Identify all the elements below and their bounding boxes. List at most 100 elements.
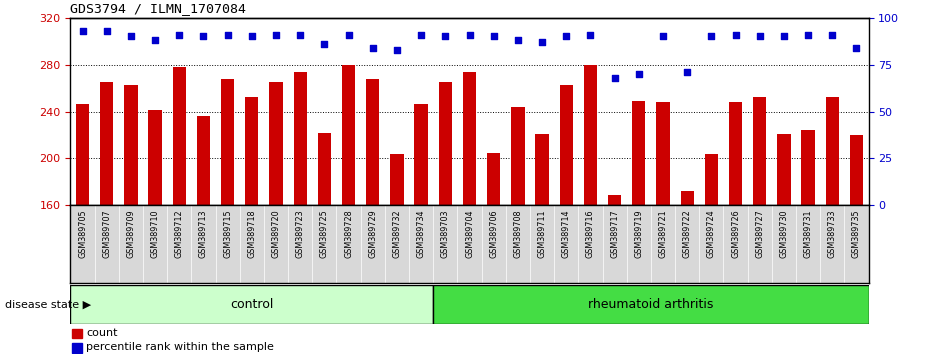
Bar bbox=[197, 116, 210, 205]
Bar bbox=[342, 65, 355, 205]
Point bbox=[511, 38, 526, 43]
Point bbox=[462, 32, 477, 38]
Text: GSM389722: GSM389722 bbox=[683, 209, 692, 258]
Text: GSM389710: GSM389710 bbox=[150, 209, 160, 258]
Bar bbox=[777, 134, 791, 205]
Text: GSM389706: GSM389706 bbox=[489, 209, 499, 258]
Point bbox=[341, 32, 356, 38]
Point bbox=[534, 39, 549, 45]
Bar bbox=[366, 79, 379, 205]
Text: GSM389719: GSM389719 bbox=[635, 209, 643, 258]
Text: GSM389704: GSM389704 bbox=[465, 209, 474, 258]
Text: control: control bbox=[230, 298, 273, 311]
Point bbox=[849, 45, 864, 51]
Text: GSM389707: GSM389707 bbox=[102, 209, 111, 258]
Text: GSM389720: GSM389720 bbox=[271, 209, 281, 258]
Text: rheumatoid arthritis: rheumatoid arthritis bbox=[588, 298, 714, 311]
Text: percentile rank within the sample: percentile rank within the sample bbox=[86, 342, 274, 353]
Bar bbox=[414, 104, 428, 205]
Point bbox=[293, 32, 308, 38]
Point bbox=[438, 34, 453, 39]
Point bbox=[196, 34, 211, 39]
Point bbox=[777, 34, 792, 39]
Bar bbox=[681, 191, 694, 205]
Text: GSM389703: GSM389703 bbox=[440, 209, 450, 258]
Point bbox=[704, 34, 719, 39]
Bar bbox=[535, 134, 548, 205]
Text: GSM389730: GSM389730 bbox=[779, 209, 789, 258]
Point bbox=[559, 34, 574, 39]
Text: count: count bbox=[86, 328, 118, 338]
Bar bbox=[704, 154, 718, 205]
Point bbox=[123, 34, 138, 39]
Bar bbox=[753, 97, 766, 205]
Point bbox=[413, 32, 428, 38]
Bar bbox=[439, 82, 452, 205]
Bar bbox=[148, 110, 162, 205]
Bar bbox=[76, 104, 89, 205]
Text: GSM389724: GSM389724 bbox=[707, 209, 716, 258]
Point bbox=[316, 41, 331, 47]
Bar bbox=[391, 154, 404, 205]
Bar bbox=[72, 329, 83, 338]
Point bbox=[147, 38, 162, 43]
Point bbox=[824, 32, 839, 38]
Bar bbox=[317, 133, 331, 205]
Bar bbox=[584, 65, 597, 205]
Bar bbox=[173, 67, 186, 205]
Text: GSM389714: GSM389714 bbox=[562, 209, 571, 258]
Bar bbox=[560, 85, 573, 205]
Text: GSM389721: GSM389721 bbox=[658, 209, 668, 258]
Point bbox=[583, 32, 598, 38]
Bar bbox=[802, 130, 815, 205]
Bar bbox=[72, 343, 83, 353]
Bar bbox=[100, 82, 114, 205]
Point bbox=[486, 34, 501, 39]
Point bbox=[655, 34, 670, 39]
Text: GSM389726: GSM389726 bbox=[731, 209, 740, 258]
Bar bbox=[511, 107, 525, 205]
Bar bbox=[729, 102, 742, 205]
Text: GSM389723: GSM389723 bbox=[296, 209, 304, 258]
Text: GSM389713: GSM389713 bbox=[199, 209, 208, 258]
Text: GSM389717: GSM389717 bbox=[610, 209, 619, 258]
Point bbox=[752, 34, 767, 39]
Point bbox=[172, 32, 187, 38]
Text: GSM389716: GSM389716 bbox=[586, 209, 595, 258]
Point bbox=[680, 69, 695, 75]
Text: GSM389731: GSM389731 bbox=[804, 209, 812, 258]
Text: GSM389727: GSM389727 bbox=[755, 209, 764, 258]
Bar bbox=[433, 285, 869, 324]
Bar bbox=[124, 85, 137, 205]
Bar bbox=[463, 72, 476, 205]
Bar bbox=[825, 97, 839, 205]
Text: GSM389725: GSM389725 bbox=[320, 209, 329, 258]
Text: GSM389705: GSM389705 bbox=[78, 209, 87, 258]
Point bbox=[269, 32, 284, 38]
Text: GSM389732: GSM389732 bbox=[393, 209, 402, 258]
Point bbox=[801, 32, 816, 38]
Point bbox=[75, 28, 90, 34]
Bar bbox=[221, 79, 235, 205]
Point bbox=[608, 75, 623, 81]
Text: GSM389728: GSM389728 bbox=[344, 209, 353, 258]
Text: GSM389709: GSM389709 bbox=[127, 209, 135, 258]
Text: GDS3794 / ILMN_1707084: GDS3794 / ILMN_1707084 bbox=[70, 2, 246, 15]
Text: GSM389734: GSM389734 bbox=[417, 209, 425, 258]
Bar bbox=[245, 97, 258, 205]
Text: GSM389708: GSM389708 bbox=[514, 209, 522, 258]
Bar bbox=[294, 72, 307, 205]
Text: GSM389711: GSM389711 bbox=[537, 209, 546, 258]
Point bbox=[390, 47, 405, 52]
Point bbox=[365, 45, 380, 51]
Point bbox=[631, 71, 646, 77]
Point bbox=[220, 32, 235, 38]
Text: GSM389729: GSM389729 bbox=[368, 209, 377, 258]
Point bbox=[728, 32, 743, 38]
Text: disease state ▶: disease state ▶ bbox=[5, 299, 91, 309]
Point bbox=[100, 28, 115, 34]
Bar bbox=[632, 101, 645, 205]
Text: GSM389718: GSM389718 bbox=[247, 209, 256, 258]
Bar bbox=[656, 102, 670, 205]
Bar bbox=[70, 285, 433, 324]
